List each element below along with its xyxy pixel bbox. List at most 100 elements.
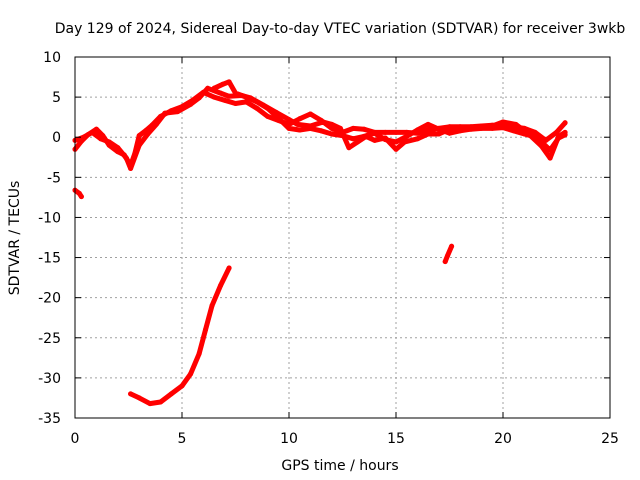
data-point [233,90,238,96]
y-tick-label: -25 [38,331,61,347]
x-tick-label: 25 [601,431,619,447]
data-point [123,155,129,161]
data-point [346,145,352,151]
data-point [468,126,474,132]
data-point [243,94,249,100]
x-tick-label: 15 [387,431,405,447]
data-point [444,253,450,259]
data-point [203,327,208,333]
data-point [209,303,215,309]
data-point [265,105,271,111]
data-point [457,128,463,134]
data-point [286,125,292,131]
data-point [436,126,442,132]
y-axis-label: SDTVAR / TECUs [7,181,23,296]
data-point [318,128,324,134]
data-point [254,105,260,111]
data-point [361,133,367,139]
grid-lines [75,57,610,418]
data-point [218,283,223,289]
data-point [297,116,303,122]
data-point [442,259,448,265]
data-point [337,125,343,131]
data-point [404,133,410,139]
data-point [179,383,185,389]
data-point [539,139,544,145]
data-series [72,79,568,407]
data-point [115,145,121,151]
data-point [355,139,360,145]
x-tick-label: 20 [494,431,512,447]
data-point [382,137,388,143]
data-point [436,131,442,137]
data-point [78,194,84,200]
data-point [168,391,174,397]
data-point [425,121,431,127]
data-point [286,117,292,123]
data-point [254,99,260,105]
data-point [547,147,553,153]
y-tick-label: 5 [52,90,61,106]
chart-title: Day 129 of 2024, Sidereal Day-to-day VTE… [55,21,626,37]
data-point [145,131,151,137]
data-point [106,139,112,145]
x-tick-label: 10 [280,431,298,447]
data-point [393,146,399,152]
y-tick-label: -35 [38,411,61,427]
data-point [81,134,87,140]
x-axis-label: GPS time / hours [281,458,398,474]
data-point [329,131,335,137]
data-point [128,166,134,171]
data-point [329,121,335,127]
data-point [372,137,378,143]
data-point [295,121,301,127]
data-point [372,130,378,136]
data-point [425,131,431,137]
y-tick-label: 0 [52,130,61,146]
data-point [89,129,95,135]
y-tick-label: 10 [43,50,61,66]
data-point [220,81,226,87]
data-point [307,125,313,131]
data-point [93,126,99,132]
data-point [226,79,232,85]
data-point [393,129,399,135]
data-point [196,351,202,357]
data-point [556,135,562,141]
data-point [307,111,313,117]
data-point [532,129,538,135]
plot-border [74,56,611,419]
data-point [554,129,559,135]
y-tick-label: -15 [38,251,61,267]
y-tick-label: -5 [47,170,61,186]
data-point [393,139,399,145]
data-point [226,93,232,99]
data-point [447,130,452,136]
x-tick-label: 5 [178,431,187,447]
axis-ticks: 0 5 10 15 20 25 10 5 0 -5 -10 -15 -20 -25 -30 -35 [38,50,619,447]
data-point [211,85,217,91]
data-point [233,101,238,106]
data-point [511,128,517,134]
data-point [414,136,420,142]
data-point [188,101,194,107]
data-point [489,125,495,131]
data-point [136,395,142,401]
data-point [479,125,485,131]
data-point [158,399,164,405]
data-point [530,133,536,139]
y-tick-label: -20 [38,291,61,307]
data-point [211,94,217,100]
data-point [562,120,568,126]
data-point [449,243,455,249]
data-point [222,97,228,103]
data-point [361,126,367,132]
data-point [449,125,455,131]
data-point [275,115,281,121]
data-point [265,113,271,119]
data-point [350,136,356,142]
data-point [128,391,134,397]
data-point [297,127,303,133]
data-point [162,110,168,116]
